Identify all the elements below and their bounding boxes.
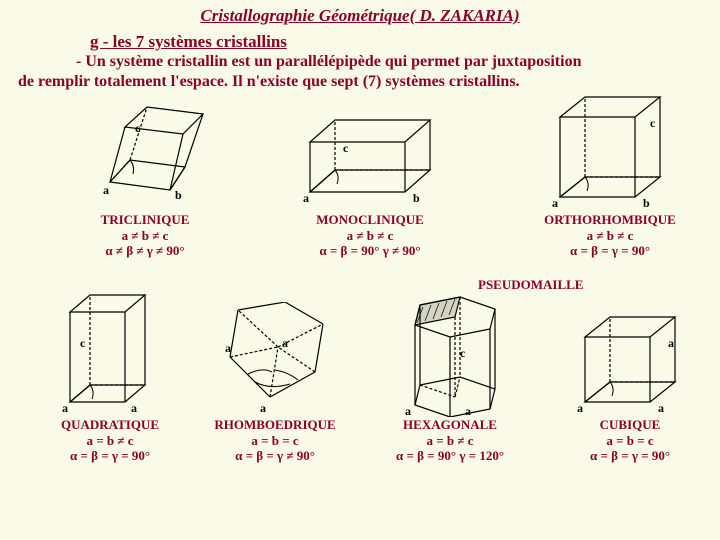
tetragonal-name: QUADRATIQUE (35, 417, 185, 433)
svg-text:a: a (62, 401, 68, 415)
monoclinic-cond2: α = β = 90° γ ≠ 90° (275, 243, 465, 259)
systems-grid: a b c TRICLINIQUE a ≠ b ≠ c α ≠ β ≠ γ ≠ … (0, 92, 720, 512)
hexagonal-cond1: a = b ≠ c (360, 433, 540, 449)
orthorhombic-cond2: α = β = γ = 90° (525, 243, 695, 259)
monoclinic-cond1: a ≠ b ≠ c (275, 228, 465, 244)
svg-text:a: a (577, 401, 583, 415)
orthorhombic-cond1: a ≠ b ≠ c (525, 228, 695, 244)
tetragonal-cond1: a = b ≠ c (35, 433, 185, 449)
svg-text:b: b (413, 191, 420, 205)
orthorhombic-name: ORTHORHOMBIQUE (525, 212, 695, 228)
svg-text:a: a (552, 196, 558, 210)
rhombohedral-diagram: a a a (200, 302, 350, 417)
triclinic-cond1: a ≠ b ≠ c (60, 228, 230, 244)
svg-text:a: a (225, 341, 231, 355)
cell-orthorhombic: a b c ORTHORHOMBIQUE a ≠ b ≠ c α = β = γ… (525, 92, 695, 259)
svg-text:a: a (668, 336, 674, 350)
svg-text:a: a (405, 404, 411, 417)
tetragonal-cond2: α = β = γ = 90° (35, 448, 185, 464)
svg-text:b: b (643, 196, 650, 210)
cubic-cond1: a = b = c (555, 433, 705, 449)
svg-text:a: a (658, 401, 664, 415)
rhombohedral-name: RHOMBOEDRIQUE (195, 417, 355, 433)
hexagonal-cond2: α = β = 90° γ = 120° (360, 448, 540, 464)
monoclinic-diagram: a b c (285, 102, 455, 212)
cubic-diagram: a a a (560, 302, 700, 417)
para-line-1: - Un système cristallin est un parallélé… (18, 52, 702, 72)
svg-text:c: c (650, 116, 656, 130)
cell-tetragonal: a a c QUADRATIQUE a = b ≠ c α = β = γ = … (35, 287, 185, 464)
svg-text:c: c (460, 346, 466, 360)
hexagonal-diagram: a a c (365, 287, 535, 417)
svg-text:a: a (131, 401, 137, 415)
svg-text:a: a (303, 191, 309, 205)
cell-monoclinic: a b c MONOCLINIQUE a ≠ b ≠ c α = β = 90°… (275, 102, 465, 259)
tetragonal-diagram: a a c (45, 287, 175, 417)
svg-text:c: c (135, 121, 141, 135)
cubic-cond2: α = β = γ = 90° (555, 448, 705, 464)
cell-rhombohedral: a a a RHOMBOEDRIQUE a = b = c α = β = γ … (195, 302, 355, 464)
svg-text:b: b (175, 188, 182, 202)
svg-text:c: c (343, 141, 349, 155)
monoclinic-name: MONOCLINIQUE (275, 212, 465, 228)
section-title: g - les 7 systèmes cristallins (0, 26, 720, 52)
svg-text:a: a (282, 336, 288, 350)
triclinic-cond2: α ≠ β ≠ γ ≠ 90° (60, 243, 230, 259)
svg-text:a: a (260, 401, 266, 415)
hexagonal-name: HEXAGONALE (360, 417, 540, 433)
svg-text:a: a (103, 183, 109, 197)
cubic-name: CUBIQUE (555, 417, 705, 433)
triclinic-diagram: a b c (75, 102, 215, 212)
cell-triclinic: a b c TRICLINIQUE a ≠ b ≠ c α ≠ β ≠ γ ≠ … (60, 102, 230, 259)
svg-text:a: a (465, 404, 471, 417)
para-line-2: de remplir totalement l'espace. Il n'exi… (18, 72, 702, 92)
paragraph: - Un système cristallin est un parallélé… (0, 52, 720, 92)
rhombohedral-cond2: α = β = γ ≠ 90° (195, 448, 355, 464)
orthorhombic-diagram: a b c (535, 92, 685, 212)
cell-cubic: a a a CUBIQUE a = b = c α = β = γ = 90° (555, 302, 705, 464)
triclinic-name: TRICLINIQUE (60, 212, 230, 228)
page-header: Cristallographie Géométrique( D. ZAKARIA… (0, 0, 720, 26)
cell-hexagonal: a a c HEXAGONALE a = b ≠ c α = β = 90° γ… (360, 287, 540, 464)
svg-text:c: c (80, 336, 86, 350)
rhombohedral-cond1: a = b = c (195, 433, 355, 449)
